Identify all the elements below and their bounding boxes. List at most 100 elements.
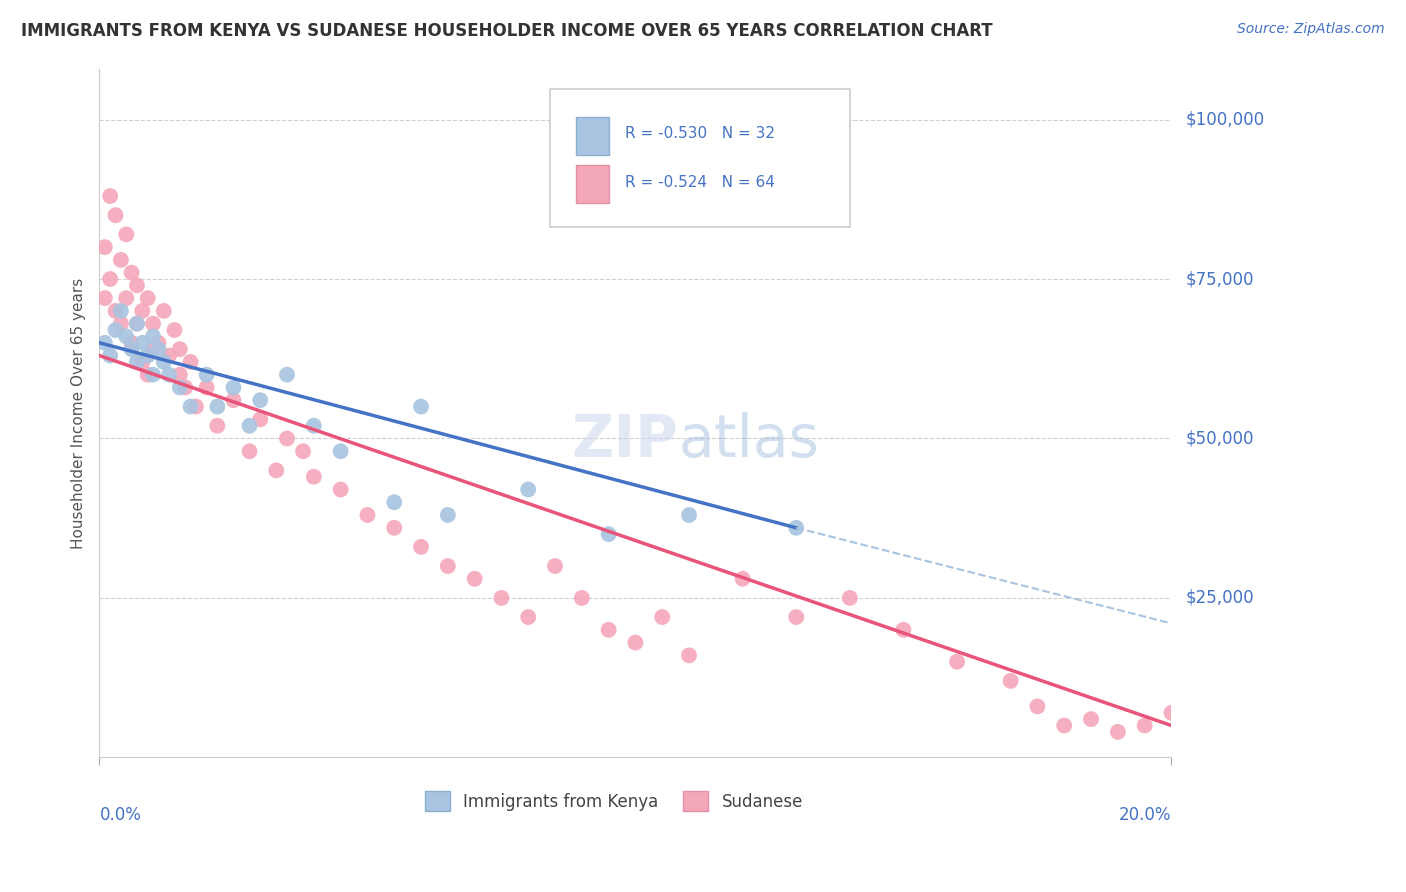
Point (174, 380, 197, 394)
Point (1160, 706, 1182, 720)
Point (104, 208, 127, 222)
Point (382, 521, 405, 535)
Point (169, 342, 191, 356)
Point (598, 623, 620, 637)
Point (329, 444, 352, 458)
Point (125, 278, 148, 293)
Point (356, 508, 378, 522)
Point (249, 393, 271, 408)
Point (152, 304, 174, 318)
Point (409, 540, 432, 554)
Point (115, 291, 138, 305)
Y-axis label: Householder Income Over 65 years: Householder Income Over 65 years (72, 277, 86, 549)
Text: $75,000: $75,000 (1185, 270, 1254, 288)
Point (302, 418, 325, 433)
Point (678, 648, 700, 663)
Point (195, 368, 218, 382)
Text: 20.0%: 20.0% (1119, 805, 1171, 823)
Legend: Immigrants from Kenya, Sudanese: Immigrants from Kenya, Sudanese (418, 784, 810, 818)
Text: 0.0%: 0.0% (100, 805, 142, 823)
Point (464, 572, 486, 586)
Text: R = -0.524   N = 64: R = -0.524 N = 64 (624, 175, 775, 190)
Point (238, 444, 260, 458)
Point (491, 591, 513, 605)
Point (1026, 699, 1049, 714)
Point (382, 495, 405, 509)
Point (207, 400, 229, 414)
Point (893, 623, 915, 637)
Point (678, 508, 700, 522)
Point (838, 591, 860, 605)
Point (180, 400, 202, 414)
Point (152, 355, 174, 369)
Point (544, 559, 567, 574)
Point (142, 329, 165, 343)
Point (94, 240, 117, 254)
Point (785, 521, 807, 535)
Point (169, 368, 191, 382)
Point (94, 335, 117, 350)
Point (142, 368, 165, 382)
Point (437, 559, 460, 574)
Point (409, 400, 432, 414)
Point (125, 317, 148, 331)
Point (115, 329, 138, 343)
Point (1000, 673, 1022, 688)
Point (157, 349, 180, 363)
Text: ZIP: ZIP (571, 412, 678, 469)
Point (292, 444, 315, 458)
Point (98, 189, 121, 203)
Point (238, 418, 260, 433)
Point (169, 380, 191, 394)
Point (437, 508, 460, 522)
Point (1107, 725, 1129, 739)
Point (142, 317, 165, 331)
Point (110, 317, 132, 331)
Point (276, 368, 298, 382)
Point (94, 291, 117, 305)
Point (517, 483, 540, 497)
Text: $100,000: $100,000 (1185, 111, 1264, 128)
Point (131, 355, 153, 369)
Point (207, 418, 229, 433)
FancyBboxPatch shape (576, 117, 609, 154)
Point (1133, 718, 1156, 732)
Point (110, 252, 132, 267)
Point (136, 291, 159, 305)
Point (98, 272, 121, 286)
Point (163, 323, 186, 337)
Text: atlas: atlas (678, 412, 820, 469)
Point (136, 368, 159, 382)
Point (222, 393, 245, 408)
Point (249, 412, 271, 426)
Point (104, 304, 127, 318)
FancyBboxPatch shape (550, 89, 849, 227)
Point (121, 335, 143, 350)
Text: IMMIGRANTS FROM KENYA VS SUDANESE HOUSEHOLDER INCOME OVER 65 YEARS CORRELATION C: IMMIGRANTS FROM KENYA VS SUDANESE HOUSEH… (21, 22, 993, 40)
Point (302, 469, 325, 483)
Point (121, 266, 143, 280)
FancyBboxPatch shape (576, 165, 609, 202)
Point (571, 591, 593, 605)
Point (651, 610, 673, 624)
Point (142, 342, 165, 356)
Point (517, 610, 540, 624)
Text: Source: ZipAtlas.com: Source: ZipAtlas.com (1237, 22, 1385, 37)
Point (624, 635, 647, 649)
Point (946, 655, 969, 669)
Text: $50,000: $50,000 (1185, 429, 1254, 448)
Point (121, 342, 143, 356)
Point (195, 380, 218, 394)
Point (276, 432, 298, 446)
Point (266, 463, 288, 477)
Point (731, 572, 754, 586)
Point (329, 483, 352, 497)
Point (598, 527, 620, 541)
Point (125, 317, 148, 331)
Point (104, 323, 127, 337)
Point (785, 610, 807, 624)
Text: R = -0.530   N = 32: R = -0.530 N = 32 (624, 127, 775, 142)
Point (180, 355, 202, 369)
Point (110, 304, 132, 318)
Point (1053, 718, 1076, 732)
